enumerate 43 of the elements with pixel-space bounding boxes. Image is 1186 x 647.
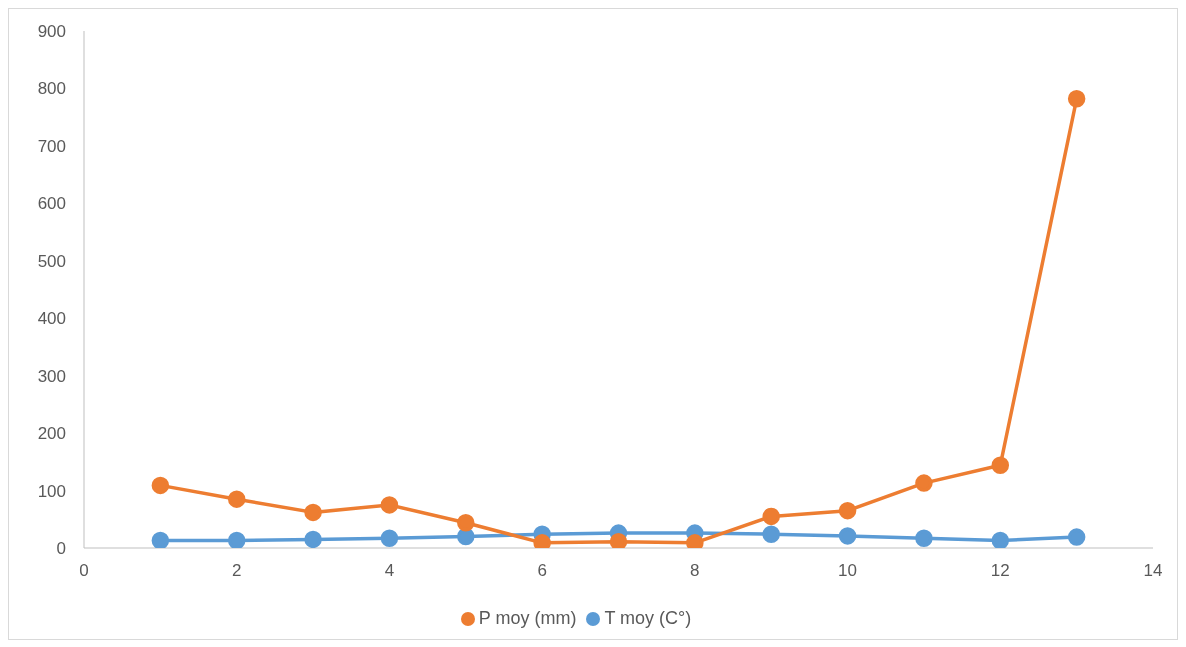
y-tick-label: 500 xyxy=(37,251,66,271)
point xyxy=(762,525,780,543)
x-tick-label: 14 xyxy=(1143,561,1163,581)
x-tick-label: 6 xyxy=(537,561,547,581)
point xyxy=(686,534,704,548)
y-tick-label: 700 xyxy=(37,136,66,156)
point xyxy=(151,531,170,548)
point xyxy=(304,503,322,522)
point xyxy=(991,456,1010,475)
point xyxy=(915,529,933,547)
y-tick-label: 100 xyxy=(37,481,66,501)
point xyxy=(227,490,246,508)
legend-label: T moy (C°) xyxy=(604,608,692,628)
point xyxy=(533,534,551,548)
point xyxy=(457,527,475,546)
x-tick-label: 12 xyxy=(990,561,1010,581)
point xyxy=(762,507,780,526)
point xyxy=(151,476,170,495)
x-tick-label: 8 xyxy=(690,561,700,581)
point xyxy=(304,530,322,548)
x-tick-label: 0 xyxy=(79,561,89,581)
y-tick-label: 400 xyxy=(37,309,66,329)
point xyxy=(227,531,246,548)
legend-label: P moy (mm) xyxy=(478,608,577,628)
y-tick-label: 200 xyxy=(37,424,66,444)
point xyxy=(380,496,399,514)
point xyxy=(457,513,475,532)
y-tick-label: 0 xyxy=(56,539,66,559)
y-tick-label: 900 xyxy=(37,22,66,42)
x-tick-label: 4 xyxy=(384,561,395,581)
y-tick-label: 300 xyxy=(37,366,66,386)
point xyxy=(609,532,628,548)
point xyxy=(1067,528,1086,546)
point xyxy=(991,531,1010,548)
point xyxy=(380,529,399,547)
x-tick-label: 10 xyxy=(838,561,858,581)
point xyxy=(838,527,857,545)
point xyxy=(838,501,857,520)
point xyxy=(915,474,933,492)
x-tick-label: 2 xyxy=(231,561,242,581)
point xyxy=(1067,90,1086,108)
y-tick-label: 600 xyxy=(37,194,66,214)
y-tick-label: 800 xyxy=(37,79,66,99)
